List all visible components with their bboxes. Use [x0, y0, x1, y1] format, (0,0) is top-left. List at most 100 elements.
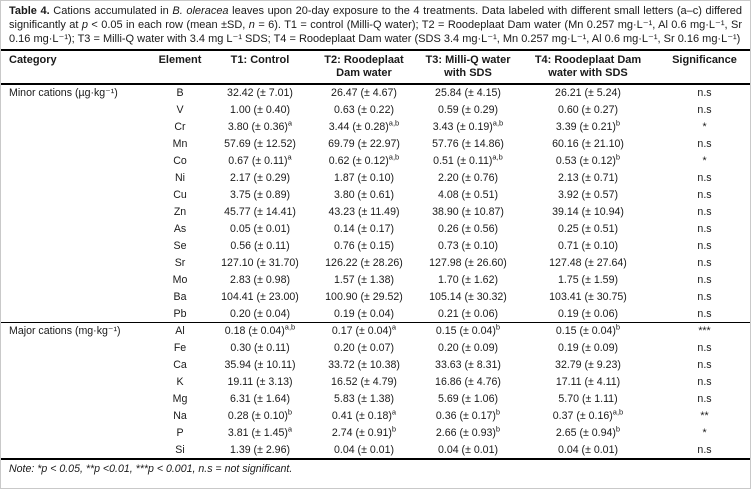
table-row: Na 0.28 (± 0.10)b 0.41 (± 0.18)a 0.36 (± 0.…	[1, 407, 750, 425]
t3-value-cell: 0.15 (± 0.04)b	[417, 322, 519, 340]
element-cell: Co	[173, 155, 187, 168]
significance-cell: n.s	[697, 342, 712, 355]
element-cell: Pb	[173, 307, 187, 320]
t1-value-cell: 0.20 (± 0.04)	[230, 307, 290, 320]
significance-letters: a,b	[388, 152, 400, 162]
t3-value-cell: 105.14 (± 30.32)	[429, 291, 507, 304]
significance-cell: n.s	[697, 206, 712, 219]
category-cell	[1, 289, 151, 306]
significance-cell: n.s	[697, 393, 712, 406]
element-cell: Al	[151, 322, 209, 340]
caption-segment: < 0.05 in each row (mean ±SD,	[87, 18, 249, 31]
category-cell	[1, 425, 151, 442]
table-row: Zn 45.77 (± 14.41) 43.23 (± 11.49) 38.90 (±…	[1, 204, 750, 221]
column-header-t1: T1: Control	[209, 49, 311, 86]
category-cell	[1, 408, 151, 425]
caption-segment: p	[81, 18, 88, 31]
significance-cell: n.s	[697, 274, 712, 287]
category-cell	[1, 221, 151, 238]
significance-cell: n.s	[697, 307, 712, 320]
element-cell: P	[176, 427, 184, 440]
category-cell	[1, 170, 151, 187]
element-cell: Sr	[174, 257, 186, 270]
element-cell: Se	[173, 240, 187, 253]
t3-value-cell: 1.70 (± 1.62)	[438, 274, 498, 287]
table-row: Se 0.56 (± 0.11) 0.76 (± 0.15) 0.73 (± 0.10…	[1, 238, 750, 255]
t4-value-cell: 127.48 (± 27.64)	[549, 257, 627, 270]
element-cell: As	[173, 223, 187, 236]
t1-value-cell: 19.11 (± 3.13)	[227, 376, 293, 389]
table-row: P 3.81 (± 1.45)a 2.74 (± 0.91)b 2.66 (± 0.9…	[1, 424, 750, 442]
table-row: Sr 127.10 (± 31.70) 126.22 (± 28.26) 127.98…	[1, 255, 750, 272]
caption-segment: n	[248, 18, 255, 31]
table-row: Pb 0.20 (± 0.04) 0.19 (± 0.04) 0.21 (± 0.06…	[1, 306, 750, 323]
t4-value-cell: 26.21 (± 5.24)	[555, 87, 621, 100]
element-cell: Cu	[173, 189, 187, 202]
significance-cell: n.s	[697, 172, 712, 185]
t3-value-cell: 57.76 (± 14.86)	[432, 138, 504, 151]
element-cell: Si	[151, 441, 209, 461]
t2-value-cell: 5.83 (± 1.38)	[334, 393, 394, 406]
t2-value-cell: 0.04 (± 0.01)	[311, 441, 417, 461]
table-row: Minor cations (µg·kg⁻¹) B 32.42 (± 7.01) 26…	[1, 84, 750, 102]
significance-cell: n.s	[697, 240, 712, 253]
t2-value-cell: 126.22 (± 28.26)	[325, 257, 403, 270]
significance-letters: b	[495, 424, 501, 434]
t2-value-cell: 0.76 (± 0.15)	[334, 240, 394, 253]
t1-value-cell: 104.41 (± 23.00)	[221, 291, 299, 304]
category-cell	[1, 272, 151, 289]
significance-letters: b	[615, 152, 621, 162]
category-cell	[1, 340, 151, 357]
t3-value-cell: 0.36 (± 0.17)b	[435, 407, 501, 423]
element-cell: V	[176, 104, 184, 117]
t1-value-cell: 0.18 (± 0.04)a,b	[209, 322, 311, 340]
significance-letters: b	[287, 407, 293, 417]
table-body: Minor cations (µg·kg⁻¹) B 32.42 (± 7.01) 26…	[1, 84, 750, 461]
t4-value-cell: 5.70 (± 1.11)	[558, 393, 618, 406]
t1-value-cell: 3.81 (± 1.45)a	[227, 424, 293, 440]
significance-letters: b	[495, 407, 501, 417]
caption-segment: = 6). T1 = control (Milli-Q water); T2 =…	[9, 18, 742, 45]
significance-cell: n.s	[697, 291, 712, 304]
significance-letters: a,b	[612, 407, 624, 417]
significance-cell: n.s	[697, 189, 712, 202]
category-cell	[1, 306, 151, 323]
caption-segment: leaves upon 20-day exposure to the 4 tre…	[9, 5, 742, 31]
t1-value-cell: 57.69 (± 12.52)	[224, 138, 296, 151]
t2-value-cell: 1.87 (± 0.10)	[334, 172, 394, 185]
t4-value-cell: 0.71 (± 0.10)	[558, 240, 618, 253]
t1-value-cell: 0.30 (± 0.11)	[230, 342, 290, 355]
t3-value-cell: 16.86 (± 4.76)	[435, 376, 501, 389]
category-cell	[1, 441, 151, 461]
significance-letters: b	[615, 424, 621, 434]
t2-value-cell: 26.47 (± 4.67)	[331, 87, 397, 100]
t4-value-cell: 39.14 (± 10.94)	[552, 206, 624, 219]
significance-letters: a	[287, 152, 292, 162]
category-cell	[1, 187, 151, 204]
t2-value-cell: 2.74 (± 0.91)b	[331, 424, 397, 440]
category-cell	[1, 102, 151, 119]
t2-value-cell: 69.79 (± 22.97)	[328, 138, 400, 151]
column-header-t3: T3: Milli-Q water with SDS	[417, 49, 519, 86]
data-table: Category Element T1: Control T2: Roodepl…	[1, 49, 750, 461]
significance-cell: n.s	[657, 441, 750, 461]
table-row: V 1.00 (± 0.40) 0.63 (± 0.22) 0.59 (± 0.29)…	[1, 102, 750, 119]
t2-value-cell: 0.62 (± 0.12)a,b	[328, 152, 400, 168]
t4-value-cell: 32.79 (± 9.23)	[555, 359, 621, 372]
t2-value-cell: 3.44 (± 0.28)a,b	[328, 118, 400, 134]
t4-value-cell: 3.39 (± 0.21)b	[555, 118, 621, 134]
significance-letters: b	[495, 322, 501, 332]
t2-value-cell: 0.19 (± 0.04)	[334, 307, 394, 320]
t1-value-cell: 1.00 (± 0.40)	[230, 104, 290, 117]
significance-letters: a,b	[388, 118, 400, 128]
t1-value-cell: 1.39 (± 2.96)	[209, 441, 311, 461]
t4-value-cell: 0.04 (± 0.01)	[519, 441, 657, 461]
column-header-t4: T4: Roodeplaat Dam water with SDS	[519, 49, 657, 86]
element-cell: K	[176, 376, 184, 389]
t2-value-cell: 16.52 (± 4.79)	[331, 376, 397, 389]
t3-value-cell: 0.21 (± 0.06)	[438, 307, 498, 320]
t1-value-cell: 0.05 (± 0.01)	[230, 223, 290, 236]
significance-letters: a	[287, 118, 293, 128]
t1-value-cell: 45.77 (± 14.41)	[224, 206, 296, 219]
